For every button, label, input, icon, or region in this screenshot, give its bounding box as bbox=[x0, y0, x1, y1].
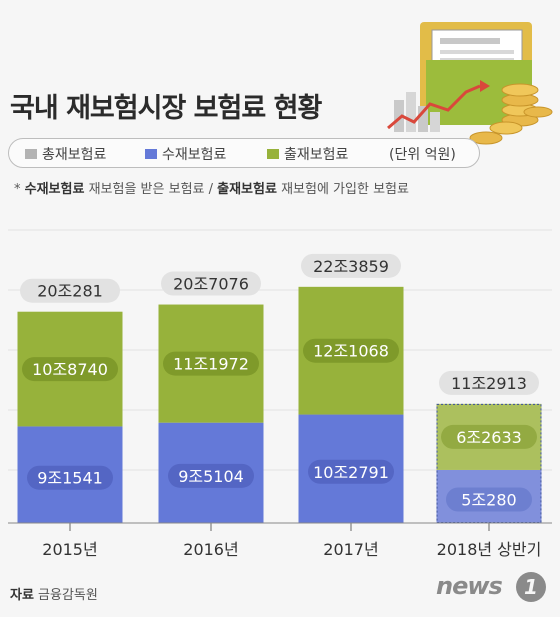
label-total-3-pill bbox=[301, 253, 401, 278]
footnote-term-inward: 수재보험료 bbox=[24, 182, 85, 197]
legend-label-inward: 수재보험료 bbox=[162, 147, 227, 163]
label-inward-2-pill bbox=[168, 463, 254, 488]
source-label: 자료 bbox=[10, 588, 34, 603]
legend-swatch-inward bbox=[145, 149, 157, 159]
label-outward-2-pill bbox=[163, 351, 259, 376]
x-tick-label-3: 2017년 bbox=[323, 540, 378, 559]
label-outward-4: 6조2633 bbox=[456, 428, 522, 447]
news1-logo-mark: 1 bbox=[516, 572, 546, 602]
x-tick-label-4: 2018년 상반기 bbox=[437, 540, 542, 559]
label-inward-3: 10조2791 bbox=[313, 463, 389, 482]
bar-partial-outline bbox=[436, 403, 542, 523]
label-total-1: 20조281 bbox=[37, 282, 103, 301]
label-inward-4: 5조280 bbox=[461, 490, 516, 509]
source-text: 금융감독원 bbox=[33, 588, 98, 603]
x-axis: 2015년 2016년 2017년 2018년 상반기 bbox=[8, 522, 552, 559]
legend-label-outward: 출재보험료 bbox=[284, 147, 349, 163]
legend-item-outward: 출재보험료 bbox=[267, 144, 348, 164]
label-inward-1: 9조1541 bbox=[37, 469, 103, 488]
label-outward-4-pill bbox=[441, 424, 537, 449]
page-title: 국내 재보험시장 보험료 현황 bbox=[10, 93, 322, 124]
label-inward-1-pill bbox=[27, 465, 113, 490]
legend-label-total: 총재보험료 bbox=[42, 147, 107, 163]
finance-illustration-icon bbox=[387, 22, 553, 145]
footnote-prefix: * bbox=[14, 182, 25, 197]
label-outward-2: 11조1972 bbox=[173, 355, 249, 374]
news1-logo: news bbox=[436, 572, 503, 600]
footnote-term-outward: 출재보험료 bbox=[217, 182, 277, 197]
label-inward-2: 9조5104 bbox=[178, 467, 244, 486]
legend-item-inward: 수재보험료 bbox=[145, 144, 226, 164]
label-total-4: 11조2913 bbox=[451, 374, 527, 393]
label-total-2: 20조7076 bbox=[173, 275, 249, 294]
x-tick-label-2: 2016년 bbox=[183, 540, 238, 559]
label-total-4-pill bbox=[439, 370, 539, 395]
label-total-3: 22조3859 bbox=[313, 257, 389, 276]
legend-item-total: 총재보험료 bbox=[25, 144, 106, 164]
footnote: * 수재보험료 재보험을 받은 보험료 / 출재보험료 재보험에 가입한 보험료 bbox=[14, 178, 409, 197]
value-labels: 9조1541 10조8740 20조281 9조5104 11조1972 20조7076 1… bbox=[20, 253, 539, 512]
label-outward-3: 12조1068 bbox=[313, 342, 389, 361]
source-note: 자료 금융감독원 bbox=[10, 584, 98, 603]
label-inward-4-pill bbox=[446, 487, 532, 512]
legend-swatch-total bbox=[25, 149, 37, 159]
legend-swatch-outward bbox=[267, 149, 279, 159]
label-outward-3-pill bbox=[303, 338, 399, 363]
unit-label: (단위 억원) bbox=[389, 147, 456, 163]
label-total-2-pill bbox=[161, 271, 261, 296]
footnote-desc-inward: 재보험을 받은 보험료 / bbox=[84, 182, 218, 197]
label-outward-1: 10조8740 bbox=[32, 360, 108, 379]
legend: 총재보험료 수재보험료 출재보험료 (단위 억원) bbox=[8, 138, 480, 168]
label-outward-1-pill bbox=[22, 357, 118, 382]
x-tick-label-1: 2015년 bbox=[42, 540, 97, 559]
label-inward-3-pill bbox=[308, 459, 394, 484]
label-total-1-pill bbox=[20, 278, 120, 303]
footnote-desc-outward: 재보험에 가입한 보험료 bbox=[276, 182, 409, 197]
